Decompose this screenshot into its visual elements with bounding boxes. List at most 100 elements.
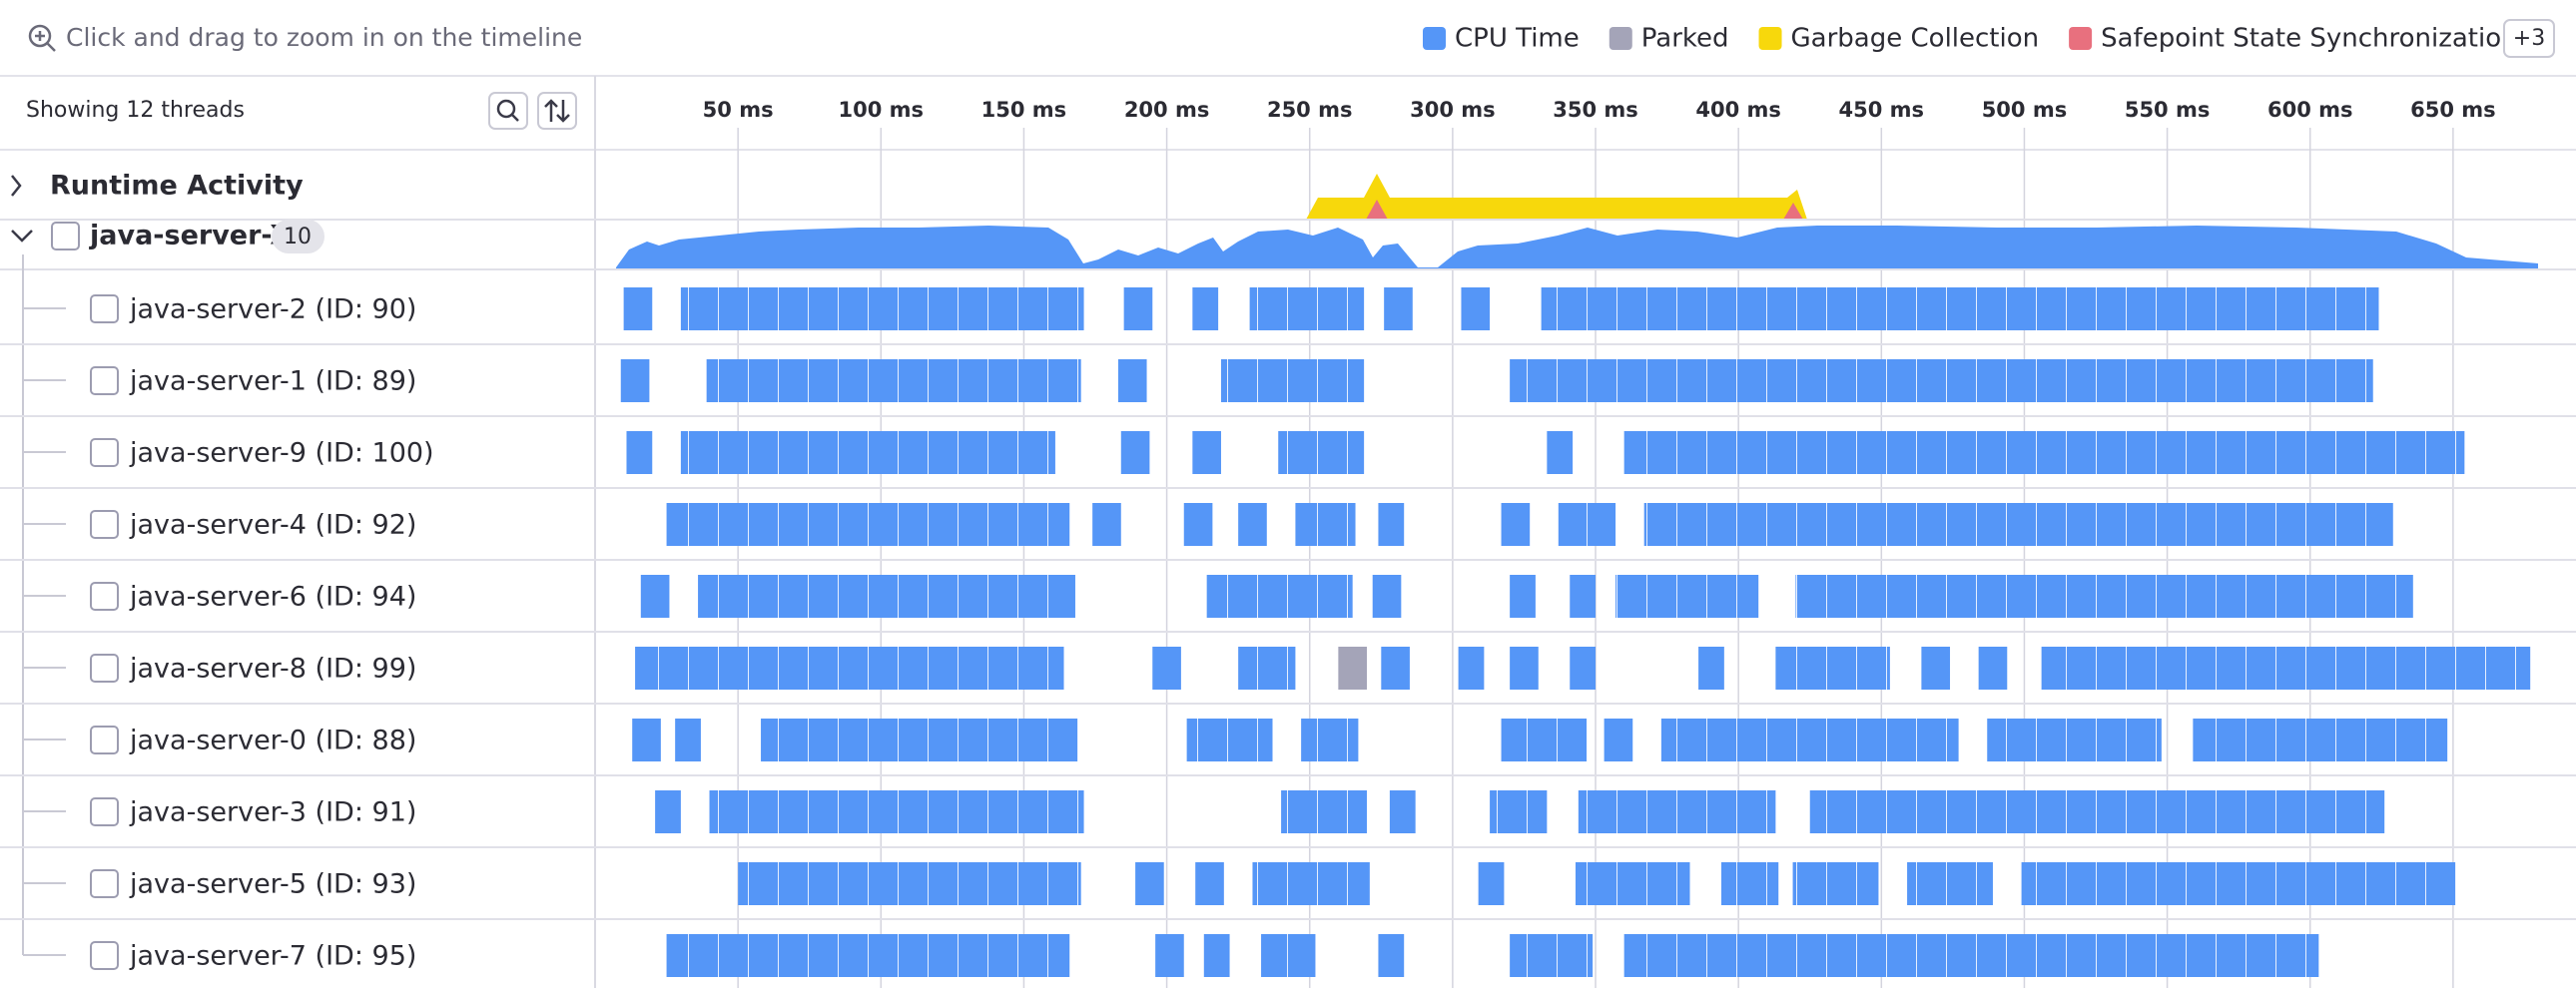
cpu-segment	[1570, 575, 1597, 618]
expand-chevron[interactable]	[11, 175, 22, 197]
cpu-segment	[761, 719, 1078, 761]
cpu-segment	[1510, 359, 2373, 402]
collapse-chevron[interactable]	[11, 230, 33, 243]
thread-name: java-server-2 (ID: 90)	[129, 294, 416, 325]
tick-label: 100 ms	[839, 98, 925, 122]
cpu-segment	[1183, 503, 1213, 546]
cpu-segment	[675, 719, 701, 761]
thread-checkbox[interactable]	[90, 510, 119, 539]
cpu-segment	[1301, 719, 1359, 761]
legend-label: Parked	[1641, 24, 1729, 54]
cpu-segment	[1547, 431, 1574, 474]
thread-name: java-server-7 (ID: 95)	[129, 941, 416, 972]
tick-label: 50 ms	[703, 98, 774, 122]
cpu-segment	[1615, 575, 1759, 618]
cpu-segment	[706, 359, 1081, 402]
cpu-segment	[1206, 575, 1353, 618]
cpu-segment	[1570, 647, 1597, 690]
thread-checkbox[interactable]	[90, 654, 119, 683]
legend-label: Garbage Collection	[1791, 24, 2040, 54]
thread-name: java-server-3 (ID: 91)	[129, 797, 416, 828]
thread-checkbox[interactable]	[90, 582, 119, 611]
group-count-badge	[272, 220, 324, 253]
legend-swatch	[1609, 27, 1632, 50]
cpu-segment	[623, 287, 653, 330]
cpu-segment	[1907, 862, 1993, 905]
cpu-segment	[2021, 862, 2456, 905]
cpu-segment	[1220, 359, 1365, 402]
zoom-hint: Click and drag to zoom in on the timelin…	[66, 23, 582, 52]
cpu-segment	[620, 359, 650, 402]
cpu-segment	[2193, 719, 2448, 761]
thread-name: java-server-1 (ID: 89)	[129, 366, 416, 397]
thread-count: Showing 12 threads	[26, 98, 245, 123]
cpu-segment	[1278, 431, 1365, 474]
thread-checkbox[interactable]	[90, 797, 119, 826]
cpu-segment	[1120, 431, 1150, 474]
legend-swatch	[1423, 27, 1446, 50]
cpu-segment	[1541, 287, 2379, 330]
cpu-segment	[1192, 431, 1221, 474]
cpu-segment	[1261, 934, 1316, 977]
thread-checkbox[interactable]	[90, 438, 119, 467]
thread-checkbox[interactable]	[90, 294, 119, 323]
tick-label: 550 ms	[2125, 98, 2211, 122]
legend-label: CPU Time	[1455, 24, 1580, 54]
thread-name: java-server-8 (ID: 99)	[129, 654, 416, 685]
more-legend-button[interactable]	[2503, 19, 2555, 58]
cpu-segment	[1720, 862, 1779, 905]
runtime-activity-label[interactable]: Runtime Activity	[50, 171, 304, 202]
cpu-segment	[1809, 790, 2385, 833]
cpu-segment	[1795, 575, 2413, 618]
cpu-segment	[1458, 647, 1485, 690]
cpu-segment	[1384, 287, 1413, 330]
cpu-segment	[1501, 503, 1531, 546]
legend-swatch	[1758, 27, 1782, 50]
cpu-segment	[1195, 862, 1224, 905]
cpu-segment	[1578, 790, 1776, 833]
cpu-segment	[1775, 647, 1890, 690]
gc-activity	[1306, 174, 1807, 220]
tick-label: 600 ms	[2267, 98, 2353, 122]
cpu-segment	[1623, 934, 2319, 977]
cpu-segment	[698, 575, 1075, 618]
tick-label: 350 ms	[1553, 98, 1638, 122]
cpu-segment	[1558, 503, 1616, 546]
cpu-segment	[1378, 503, 1405, 546]
cpu-segment	[1238, 647, 1296, 690]
cpu-segment	[1281, 790, 1367, 833]
cpu-activity	[616, 226, 2538, 269]
thread-checkbox[interactable]	[90, 941, 119, 970]
cpu-segment	[1510, 647, 1539, 690]
thread-checkbox[interactable]	[90, 726, 119, 754]
cpu-segment	[1203, 934, 1230, 977]
thread-name: java-server-5 (ID: 93)	[129, 869, 416, 900]
thread-checkbox[interactable]	[90, 869, 119, 898]
group-checkbox[interactable]	[51, 222, 80, 250]
cpu-segment	[680, 287, 1084, 330]
cpu-segment	[640, 575, 670, 618]
legend: CPU Time Parked Garbage Collection Safepoin…	[1423, 24, 2518, 54]
cpu-segment	[1461, 287, 1491, 330]
cpu-segment	[1155, 934, 1184, 977]
cpu-segment	[1238, 503, 1267, 546]
thread-checkbox[interactable]	[90, 366, 119, 395]
cpu-segment	[1389, 790, 1416, 833]
cpu-segment	[666, 503, 1070, 546]
tick-label: 150 ms	[981, 98, 1067, 122]
tick-label: 200 ms	[1124, 98, 1210, 122]
more-legend-count[interactable]: +3	[2513, 26, 2545, 51]
cpu-segment	[1372, 575, 1402, 618]
cpu-segment	[1987, 719, 2162, 761]
cpu-segment	[1252, 862, 1370, 905]
sort-button[interactable]	[537, 92, 577, 130]
tick-label: 250 ms	[1267, 98, 1353, 122]
search-button[interactable]	[488, 92, 528, 130]
cpu-segment	[1478, 862, 1505, 905]
cpu-segment	[635, 647, 1064, 690]
cpu-segment	[1092, 503, 1121, 546]
thread-name: java-server-4 (ID: 92)	[129, 510, 416, 541]
group-name: java-server-X	[89, 221, 291, 251]
tick-label: 450 ms	[1839, 98, 1925, 122]
